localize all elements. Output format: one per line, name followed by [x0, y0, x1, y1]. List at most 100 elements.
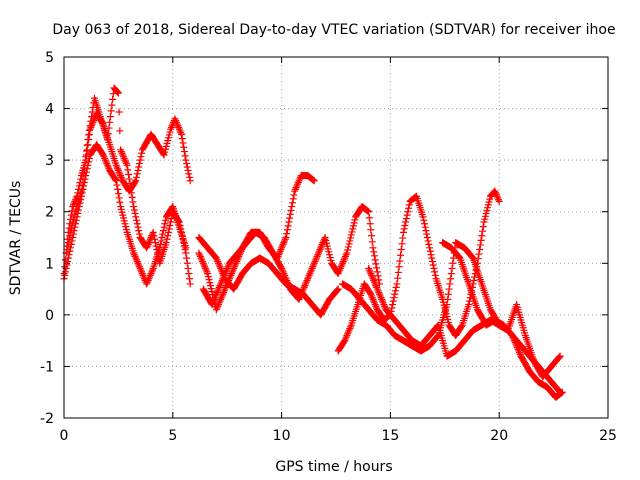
data-point — [286, 210, 294, 218]
x-tick-label: 15 — [381, 428, 399, 444]
data-point — [107, 107, 115, 115]
data-point — [347, 234, 355, 242]
data-point — [288, 199, 296, 207]
data-point — [294, 180, 302, 188]
data-point — [109, 95, 117, 103]
data-point — [229, 266, 237, 274]
data-point — [196, 252, 204, 260]
data-point — [125, 170, 133, 178]
data-point — [201, 264, 209, 272]
data-point — [343, 249, 351, 257]
data-point — [397, 246, 405, 254]
data-point — [495, 197, 503, 205]
data-point — [148, 266, 156, 274]
data-point — [105, 124, 113, 132]
data-point — [288, 203, 296, 211]
x-tick-label: 25 — [599, 428, 617, 444]
data-point — [444, 295, 452, 303]
data-point — [394, 268, 402, 276]
data-point — [174, 122, 182, 130]
data-point — [82, 172, 90, 180]
data-point — [173, 120, 181, 128]
data-point — [350, 219, 358, 227]
data-point — [232, 259, 240, 267]
data-point — [184, 166, 192, 174]
data-point — [180, 143, 188, 151]
x-tick-label: 0 — [60, 428, 69, 444]
data-point — [335, 268, 343, 276]
data-point — [133, 216, 141, 224]
data-point — [285, 282, 293, 290]
data-point — [381, 302, 389, 310]
chart-title: Day 063 of 2018, Sidereal Day-to-day VTE… — [52, 22, 615, 38]
data-point — [75, 203, 83, 211]
data-point — [281, 273, 289, 281]
data-point — [334, 270, 342, 278]
data-point — [494, 194, 502, 202]
data-point — [126, 180, 134, 188]
data-point — [133, 258, 141, 266]
data-point — [182, 156, 190, 164]
data-point — [146, 273, 154, 281]
data-point — [145, 275, 153, 283]
data-point — [367, 290, 375, 298]
data-point — [69, 234, 77, 241]
data-point — [75, 206, 83, 214]
data-point — [162, 239, 170, 247]
data-point — [146, 271, 154, 279]
data-point — [106, 113, 114, 121]
data-point — [344, 330, 352, 338]
data-point — [83, 165, 91, 173]
data-point — [166, 221, 174, 229]
data-point — [444, 290, 452, 298]
data-point — [369, 295, 377, 303]
data-point — [144, 276, 152, 284]
data-point — [492, 189, 500, 197]
data-point — [371, 280, 379, 288]
data-point — [156, 240, 164, 248]
data-point — [122, 158, 130, 166]
data-point — [67, 244, 75, 252]
data-point — [217, 280, 225, 288]
data-point — [230, 263, 238, 271]
data-point — [433, 333, 441, 341]
data-point — [298, 289, 306, 297]
data-point — [388, 304, 396, 312]
data-point — [344, 328, 352, 336]
data-point — [139, 271, 147, 279]
data-point — [207, 285, 215, 293]
data-point — [88, 113, 96, 121]
data-point — [79, 185, 87, 193]
data-point — [113, 87, 121, 95]
data-point — [336, 264, 344, 272]
data-point — [300, 283, 308, 291]
data-point — [513, 344, 521, 352]
data-point — [351, 216, 359, 224]
data-point — [131, 252, 139, 260]
data-point — [370, 248, 378, 256]
data-point — [137, 153, 145, 161]
data-point — [180, 148, 188, 156]
data-point — [277, 263, 285, 271]
data-point — [423, 234, 431, 241]
data-point — [198, 256, 206, 264]
data-point — [509, 333, 517, 341]
data-point — [510, 337, 518, 345]
data-point — [114, 89, 122, 97]
data-point — [133, 220, 141, 228]
data-point — [181, 152, 189, 160]
data-point — [405, 201, 413, 209]
data-point — [295, 177, 303, 185]
data-point — [281, 271, 289, 279]
data-point — [556, 352, 564, 360]
data-point — [366, 220, 374, 228]
data-point — [65, 251, 73, 259]
data-point — [281, 237, 289, 245]
data-point — [425, 240, 433, 248]
x-tick-label: 5 — [168, 428, 177, 444]
data-point — [366, 268, 374, 276]
data-point — [228, 270, 236, 278]
data-point — [186, 280, 194, 288]
data-point — [374, 272, 382, 280]
data-point — [160, 223, 168, 231]
